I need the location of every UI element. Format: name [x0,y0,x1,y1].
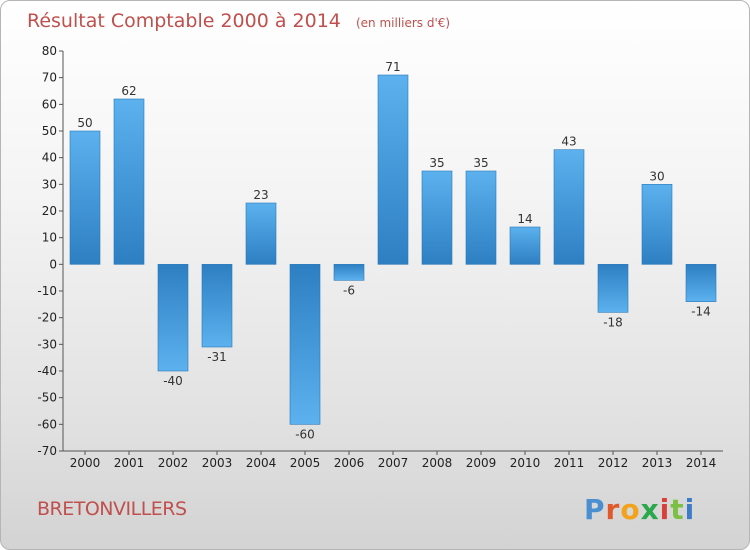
logo-letter: r [606,493,621,526]
bar-2007 [377,74,409,265]
data-label-2013: 30 [649,169,664,183]
y-tick-label: -30 [37,337,57,351]
data-labels: 50 62 -40 -31 23 -60 -6 71 35 35 14 43 -18 30 -14 [77,60,710,441]
data-label-2003: -31 [207,350,227,364]
y-tick-label: 80 [42,44,57,58]
data-label-2009: 35 [473,156,488,170]
axes: 80706050403020100-10-20-30-40-50-60-7020… [37,44,723,470]
proxiti-logo: Proxiti [584,493,695,526]
bar-2003 [201,264,233,348]
logo-letter: i [685,493,696,526]
data-label-2010: 14 [517,212,532,226]
bar-2009 [465,170,497,265]
y-tick-label: 0 [49,257,57,271]
bar-2014 [685,264,717,302]
location-name: BRETONVILLERS [37,498,187,520]
bar-2001 [113,98,145,265]
y-tick-label: 50 [42,124,57,138]
x-tick-label: 2008 [422,456,453,470]
data-label-2011: 43 [561,135,576,149]
x-tick-label: 2011 [554,456,585,470]
x-tick-label: 2000 [70,456,101,470]
data-label-2001: 62 [121,84,136,98]
data-label-2006: -6 [343,283,355,297]
y-tick-label: -70 [37,444,57,458]
bar-2008 [421,170,453,265]
bar-2005 [289,264,321,425]
bar-2006 [333,264,365,281]
y-tick-label: 60 [42,97,57,111]
y-tick-label: -60 [37,417,57,431]
y-tick-label: -40 [37,364,57,378]
data-label-2005: -60 [295,427,315,441]
logo-letter: x [641,493,660,526]
logo-letter: t [670,493,684,526]
x-tick-label: 2006 [334,456,365,470]
data-label-2012: -18 [603,315,623,329]
x-tick-label: 2010 [510,456,541,470]
data-label-2002: -40 [163,374,183,388]
x-tick-label: 2013 [642,456,673,470]
data-label-2004: 23 [253,188,268,202]
x-tick-label: 2009 [466,456,497,470]
y-tick-label: 10 [42,231,57,245]
data-label-2014: -14 [691,305,711,319]
data-label-2008: 35 [429,156,444,170]
x-tick-label: 2014 [686,456,717,470]
bar-2012 [597,264,629,313]
data-label-2007: 71 [385,60,400,74]
x-tick-label: 2012 [598,456,629,470]
y-tick-label: 20 [42,204,57,218]
bar-2010 [509,226,541,265]
bar-2011 [553,149,585,265]
y-tick-label: -10 [37,284,57,298]
logo-letter: i [660,493,671,526]
logo-letter: o [620,493,640,526]
y-tick-label: 30 [42,177,57,191]
y-tick-label: -50 [37,391,57,405]
bar-2004 [245,202,277,265]
x-tick-label: 2004 [246,456,277,470]
y-tick-label: 40 [42,151,57,165]
x-tick-label: 2002 [158,456,189,470]
x-tick-label: 2007 [378,456,409,470]
chart-title: Résultat Comptable 2000 à 2014 (en milli… [27,10,450,32]
x-tick-label: 2001 [114,456,145,470]
y-tick-label: 70 [42,71,57,85]
bar-2000 [69,130,101,265]
logo-letter: P [584,493,606,526]
y-tick-label: -20 [37,311,57,325]
bar-2002 [157,264,189,372]
bars [69,74,717,425]
x-tick-label: 2005 [290,456,321,470]
bar-2013 [641,184,673,265]
data-label-2000: 50 [77,116,92,130]
x-tick-label: 2003 [202,456,233,470]
